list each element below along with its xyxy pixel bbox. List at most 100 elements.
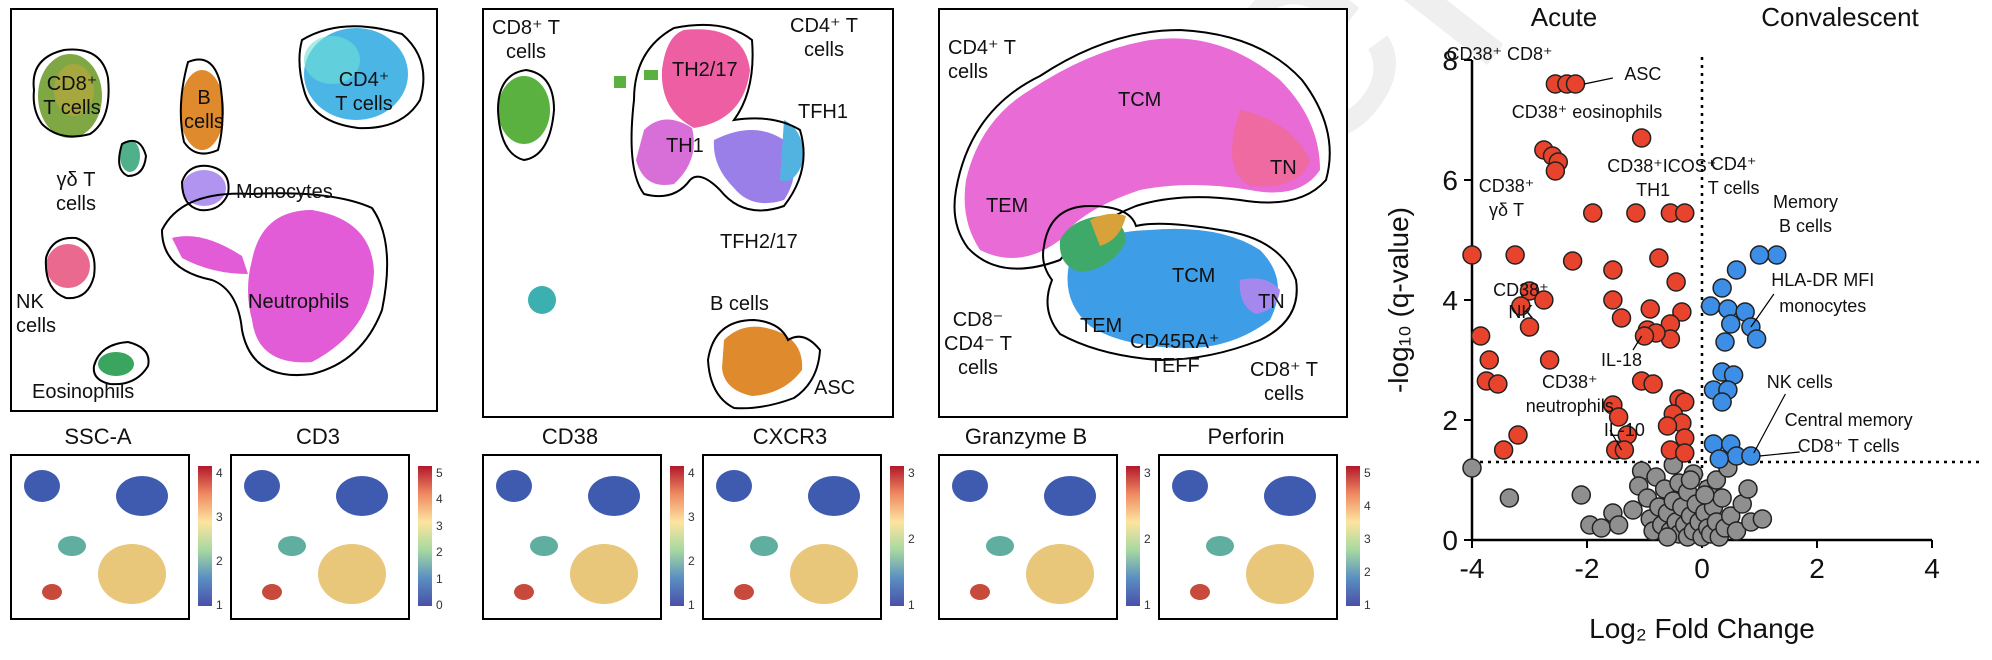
colorbar bbox=[198, 466, 212, 606]
data-point bbox=[1623, 500, 1643, 520]
label-tfh2-17: TFH2/17 bbox=[720, 231, 798, 253]
umap-t-cell-subsets: CD8⁺ T cells CD4⁺ T cells TH2/17 TH1 TFH… bbox=[482, 8, 894, 418]
x-tick-label: 2 bbox=[1809, 553, 1825, 584]
data-point bbox=[1608, 515, 1629, 535]
annotation-label: Central memory bbox=[1785, 410, 1913, 430]
x-tick-label: -2 bbox=[1575, 553, 1600, 584]
label-cd4-t-cells: CD4⁺ T cells bbox=[948, 37, 1016, 83]
data-point bbox=[1726, 260, 1747, 280]
mini-map-blob bbox=[790, 544, 858, 604]
annotation-label: T cells bbox=[1708, 178, 1760, 198]
mini-map-blob bbox=[570, 544, 638, 604]
colorbar-tick: 1 bbox=[436, 571, 443, 586]
label-b-cells: B cells bbox=[710, 293, 769, 315]
mini-map-blob bbox=[986, 536, 1014, 556]
mini-map-blob bbox=[58, 536, 86, 556]
data-point bbox=[1511, 296, 1531, 316]
mini-map-box bbox=[702, 454, 882, 620]
annotation-label: γδ T bbox=[1489, 200, 1524, 220]
mini-map-blob bbox=[24, 470, 60, 502]
mini-map-title: CD38 bbox=[541, 424, 599, 449]
label-gd-t-cells: γδ T cells bbox=[55, 169, 97, 215]
data-point bbox=[1508, 425, 1528, 445]
annotation-label: CD38⁺ bbox=[1479, 176, 1535, 196]
mini-map-blob bbox=[1172, 470, 1208, 502]
data-point bbox=[1505, 245, 1525, 265]
annotation-label: CD38⁺ eosinophils bbox=[1512, 102, 1663, 122]
mini-map-blobs bbox=[24, 470, 168, 604]
data-point bbox=[1746, 329, 1767, 349]
y-axis-label: -log₁₀ (q-value) bbox=[1383, 207, 1414, 393]
data-point bbox=[1749, 245, 1770, 265]
mini-map-blob bbox=[970, 584, 990, 600]
mini-map-blob bbox=[336, 476, 388, 516]
label-cd4-t-cells: CD4⁺ T cells bbox=[335, 69, 393, 115]
colorbar-tick: 1 bbox=[688, 598, 695, 612]
mini-map-title: CXCR3 bbox=[752, 424, 828, 449]
annotation-leader bbox=[1750, 293, 1775, 328]
data-point bbox=[1672, 302, 1692, 322]
data-point bbox=[1712, 488, 1732, 508]
label-tn-cd8: TN bbox=[1258, 291, 1285, 313]
data-point bbox=[1493, 440, 1514, 460]
mini-map-box bbox=[482, 454, 662, 620]
annotation-leader bbox=[1632, 335, 1643, 351]
data-point bbox=[1741, 446, 1761, 466]
data-point bbox=[1591, 518, 1612, 538]
data-point bbox=[1519, 281, 1540, 301]
colorbar-tick: 5 bbox=[436, 466, 443, 480]
colorbar-tick: 2 bbox=[1364, 565, 1371, 579]
data-point bbox=[1499, 488, 1520, 508]
data-point bbox=[1583, 203, 1603, 223]
data-point bbox=[1479, 350, 1499, 370]
colorbar-tick: 2 bbox=[1144, 532, 1151, 546]
colorbar-tick: 4 bbox=[688, 466, 695, 480]
annotation-label: CD38⁺ CD8⁺ bbox=[1446, 44, 1552, 64]
mini-map-blob bbox=[262, 584, 282, 600]
data-point bbox=[1680, 470, 1701, 490]
data-point bbox=[1666, 272, 1686, 292]
annotation-leader bbox=[1759, 451, 1800, 457]
mini-map-blob bbox=[952, 470, 988, 502]
x-tick-label: 0 bbox=[1694, 553, 1710, 584]
annotation-label: B cells bbox=[1779, 216, 1832, 236]
label-cd45ra-teff: CD45RA⁺ TEFF bbox=[1130, 331, 1220, 377]
x-tick-label: -4 bbox=[1460, 553, 1485, 584]
mini-map-box bbox=[1158, 454, 1338, 620]
colorbar-tick: 0 bbox=[436, 598, 443, 612]
colorbar-tick: 2 bbox=[908, 532, 915, 546]
colorbar bbox=[418, 466, 432, 606]
data-point bbox=[1715, 332, 1735, 352]
colorbar-tick: 3 bbox=[1364, 532, 1371, 546]
colorbar bbox=[670, 466, 684, 606]
colorbar-tick: 4 bbox=[1364, 499, 1371, 513]
mini-map-title: CD3 bbox=[295, 424, 341, 449]
data-point bbox=[1649, 248, 1669, 268]
mini-map-box bbox=[10, 454, 190, 620]
data-point bbox=[1519, 317, 1540, 337]
data-point bbox=[1603, 290, 1623, 310]
colorbar bbox=[1126, 466, 1140, 606]
data-point bbox=[1611, 308, 1632, 328]
y-tick-label: 6 bbox=[1442, 165, 1458, 196]
label-cd8-t-cells: CD8⁺ T cells bbox=[1250, 359, 1318, 405]
annotation-label: HLA-DR MFI bbox=[1771, 270, 1874, 290]
annotation-leader bbox=[1753, 393, 1786, 454]
data-point bbox=[1545, 161, 1566, 181]
umap-memory-subsets-plot bbox=[953, 28, 1331, 362]
annotation-label: monocytes bbox=[1779, 296, 1866, 316]
colorbar-tick: 3 bbox=[216, 510, 223, 524]
data-point bbox=[1571, 485, 1591, 505]
mini-map-blob bbox=[750, 536, 778, 556]
mini-map-blob bbox=[98, 544, 166, 604]
colorbar-tick: 3 bbox=[908, 466, 915, 480]
data-point bbox=[1462, 245, 1482, 265]
mini-map-blob bbox=[808, 476, 860, 516]
label-tcm: TCM bbox=[1118, 89, 1162, 111]
x-axis-label: Log₂ Fold Change bbox=[1589, 613, 1815, 644]
label-tfh1: TFH1 bbox=[798, 101, 848, 123]
mini-map-box bbox=[938, 454, 1118, 620]
data-point bbox=[1539, 350, 1560, 370]
mini-map-blob bbox=[42, 584, 62, 600]
data-point bbox=[1608, 407, 1629, 427]
